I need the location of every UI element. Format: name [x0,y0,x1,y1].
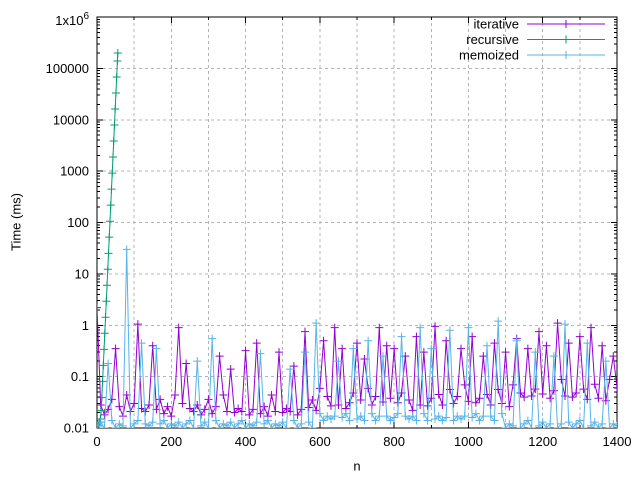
y-tick-label: 1000 [60,164,89,179]
y-tick-label: 1 [82,318,89,333]
series-iterative [97,303,617,421]
legend: iterative recursive memoized [459,17,519,63]
legend-label-recursive: recursive [466,32,519,47]
y-tick-label: 10000 [53,112,89,127]
x-tick-label: 800 [383,434,405,449]
x-tick-label: 200 [160,434,182,449]
y-tick-label: 100 [67,215,89,230]
y-tick-label: 1x106 [55,11,89,28]
y-tick-labels: 0.01 0.1 1 10 100 1000 10000 100000 1x106 [46,11,90,436]
grid-lines [97,17,617,428]
x-tick-label: 1400 [603,434,632,449]
y-tick-label: 10 [75,266,89,281]
x-tick-label: 1000 [454,434,483,449]
y-tick-label: 0.1 [71,369,89,384]
x-tick-labels: 0 200 400 600 800 1000 1200 1400 [93,434,631,449]
series-markers [97,245,617,428]
legend-sample-memoized [527,51,605,59]
legend-label-memoized: memoized [459,48,519,63]
series-memoized [97,245,617,428]
x-tick-label: 600 [309,434,331,449]
x-tick-label: 0 [93,434,100,449]
legend-sample-iterative [527,20,605,28]
x-axis-title: n [353,458,361,474]
y-tick-label: 100000 [46,61,89,76]
plot-border [96,16,618,429]
legend-label-iterative: iterative [473,17,519,32]
y-tick-label: 0.01 [64,421,89,436]
legend-sample-recursive [527,35,605,44]
x-tick-label: 1200 [528,434,557,449]
x-tick-label: 400 [235,434,257,449]
y-axis-title: Time (ms) [8,192,24,252]
